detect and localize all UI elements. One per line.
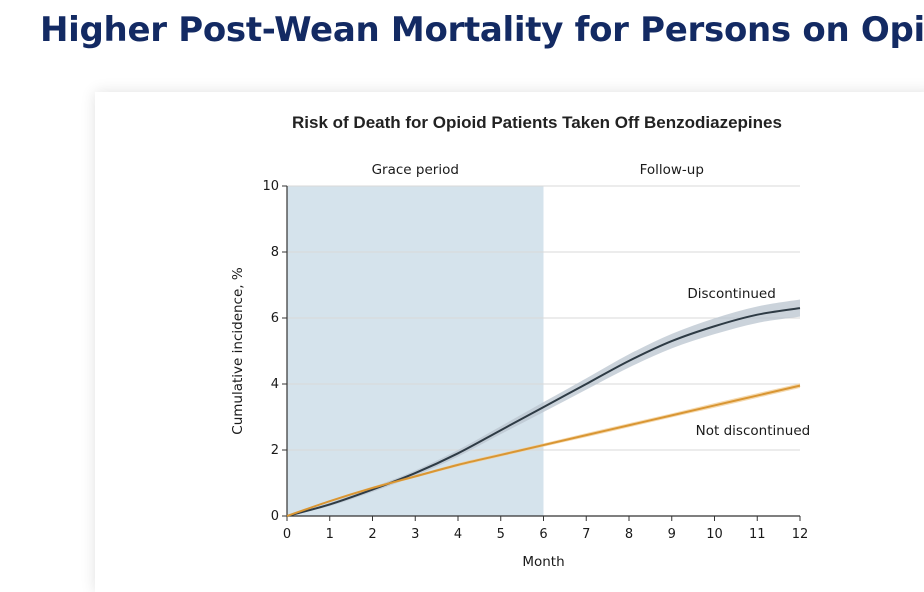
x-tick-label-10: 10: [706, 527, 723, 542]
x-tick-label-7: 7: [582, 527, 590, 542]
line-not-discontinued: [286, 384, 801, 517]
series-label-discontinued: Discontinued: [687, 286, 775, 302]
chart-title: Risk of Death for Opioid Patients Taken …: [292, 113, 782, 132]
x-tick-label-6: 6: [539, 527, 547, 542]
y-tick-label-4: 4: [271, 377, 279, 392]
figure-card: Risk of Death for Opioid Patients Taken …: [95, 92, 924, 592]
y-tick-label-2: 2: [271, 443, 279, 458]
grace-period-shading: [287, 186, 544, 516]
line-discontinued: [286, 307, 801, 517]
x-tick-label-5: 5: [497, 527, 505, 542]
x-tick-label-3: 3: [411, 527, 419, 542]
region-label-grace-period: Grace period: [372, 162, 459, 178]
series-label-not-discontinued: Not discontinued: [696, 423, 811, 439]
y-tick-label-8: 8: [271, 245, 279, 260]
ci-band-not-discontinued: [287, 383, 800, 516]
x-tick-label-8: 8: [625, 527, 633, 542]
x-tick-label-9: 9: [668, 527, 676, 542]
y-tick-label-10: 10: [262, 179, 279, 194]
y-axis-label: Cumulative incidence, %: [230, 267, 246, 435]
x-tick-label-0: 0: [283, 527, 291, 542]
x-tick-label-2: 2: [368, 527, 376, 542]
x-tick-label-11: 11: [749, 527, 766, 542]
x-axis-label: Month: [522, 554, 564, 570]
slide-title: Higher Post-Wean Mortality for Persons o…: [40, 10, 924, 50]
region-label-follow-up: Follow-up: [640, 162, 704, 178]
x-tick-label-12: 12: [792, 527, 809, 542]
y-tick-label-0: 0: [271, 509, 279, 524]
y-tick-label-6: 6: [271, 311, 279, 326]
chart: Risk of Death for Opioid Patients Taken …: [230, 113, 811, 570]
x-tick-label-4: 4: [454, 527, 462, 542]
x-tick-label-1: 1: [326, 527, 334, 542]
